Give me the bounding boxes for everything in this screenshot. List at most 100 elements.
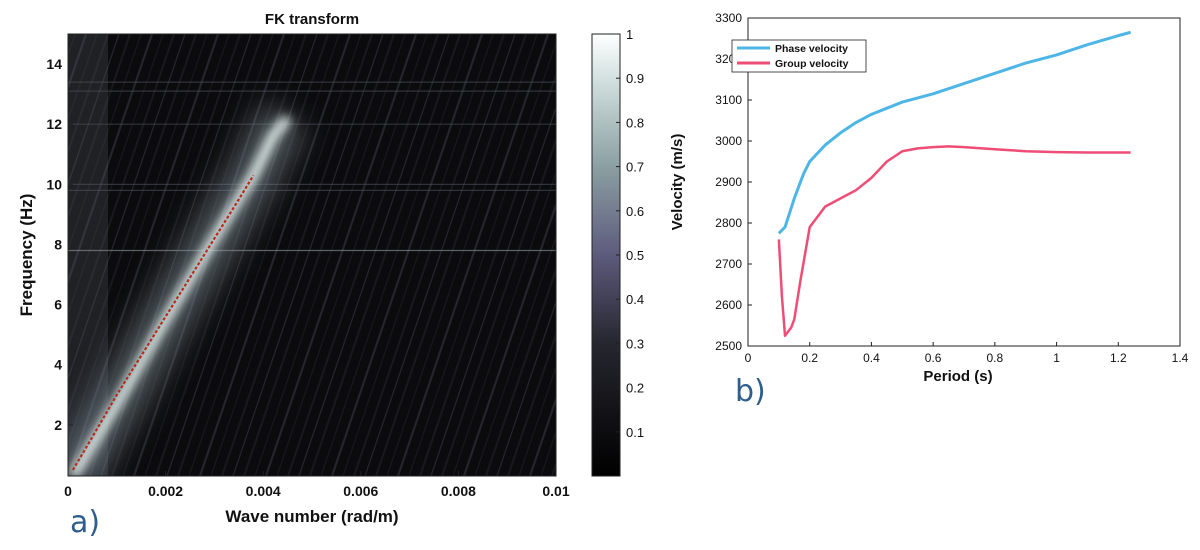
fk-y-tick-label: 6 [54, 297, 62, 313]
colorbar-tick-label: 0.8 [626, 115, 644, 130]
colorbar-tick-label: 0.5 [626, 248, 644, 263]
dispersion-x-axis-label: Period (s) [923, 368, 992, 385]
colorbar-tick-label: 0.6 [626, 204, 644, 219]
fk-y-axis-label: Frequency (Hz) [17, 194, 36, 317]
colorbar-tick-label: 0.9 [626, 71, 644, 86]
fk-colorbar: 0.1 0.2 0.3 0.4 0.5 0.6 0.7 0.8 0.9 1 [591, 27, 644, 477]
fk-texture-stripe [484, 266, 556, 476]
group-velocity-line [777, 145, 1131, 337]
fk-heatmap [0, 34, 556, 476]
fk-x-tick-label: 0.01 [542, 483, 569, 499]
dispersion-x-tick-label: 1.4 [1172, 351, 1189, 365]
dispersion-x-tick-label: 0.6 [925, 351, 942, 365]
fk-texture-stripe [210, 34, 362, 476]
fk-texture-stripe [166, 34, 318, 476]
fk-texture-stripe [68, 34, 142, 252]
legend-group-label: Group velocity [775, 58, 849, 70]
legend-box [731, 39, 867, 73]
fk-y-tick-label: 2 [54, 417, 62, 433]
fk-chart-title: FK transform [265, 11, 359, 28]
fk-texture-stripe [518, 364, 556, 476]
dispersion-x-tick-label: 0.8 [987, 351, 1004, 365]
fk-texture-stripe [68, 34, 110, 156]
fk-x-axis-label: Wave number (rad/m) [225, 507, 398, 526]
fk-y-tick-label: 14 [46, 56, 62, 72]
fk-texture-stripe [188, 34, 340, 476]
dispersion-y-tick-label: 3000 [715, 134, 742, 148]
dispersion-plot-area [748, 18, 1180, 346]
fk-texture-stripe [68, 34, 164, 316]
fk-texture-stripe [254, 34, 406, 476]
fk-texture-stripe [418, 71, 556, 476]
dispersion-y-tick-label: 2900 [715, 175, 742, 189]
fk-texture-stripe [232, 34, 384, 476]
dispersion-y-tick-label: 3300 [715, 11, 742, 25]
colorbar-tick-label: 0.4 [626, 292, 644, 307]
dispersion-y-axis-label: Velocity (m/s) [669, 134, 686, 231]
phase-velocity-line [777, 30, 1132, 235]
dispersion-y-tick-label: 2700 [715, 257, 742, 271]
fk-texture-stripe [474, 235, 556, 476]
fk-chart: FK transform 0 0.002 0.004 0.006 0.008 0.01 2… [0, 11, 570, 540]
fk-texture-stripe [264, 34, 418, 476]
fk-texture-stripe [220, 34, 374, 476]
fk-y-tick-label: 8 [54, 236, 62, 252]
fk-texture-stripe [68, 34, 132, 221]
colorbar-tick-label: 0.2 [626, 381, 644, 396]
fk-texture-stripe [462, 201, 556, 476]
fk-texture-stripe [68, 34, 120, 187]
fk-x-tick-label: 0.002 [148, 483, 183, 499]
fk-texture-stripe [364, 34, 516, 476]
fk-x-axis: 0 0.002 0.004 0.006 0.008 0.01 [64, 471, 570, 499]
fk-texture-stripe [330, 34, 484, 476]
dispersion-y-tick-label: 2500 [715, 339, 742, 353]
fk-texture-stripe [396, 34, 550, 476]
panel-b-label: b) [735, 374, 766, 409]
fk-y-axis: 2 4 6 8 10 12 14 [46, 56, 73, 433]
fk-texture-stripe [374, 34, 528, 476]
dispersion-x-tick-label: 0 [745, 351, 752, 365]
fk-x-tick-label: 0.006 [343, 483, 378, 499]
colorbar-ticks: 0.1 0.2 0.3 0.4 0.5 0.6 0.7 0.8 0.9 1 [616, 27, 644, 440]
fk-x-tick-label: 0.008 [441, 483, 476, 499]
fk-texture-stripe [68, 34, 176, 350]
fk-x-tick-label: 0.004 [246, 483, 281, 499]
fk-texture-stripe [0, 34, 9, 476]
panel-a-label: a) [70, 505, 100, 540]
fk-texture-stripe [386, 34, 538, 476]
colorbar-tick-label: 1 [626, 27, 633, 42]
fk-texture-stripe [320, 34, 472, 476]
fk-texture-stripe [68, 34, 198, 415]
fk-texture-stripe [276, 34, 428, 476]
fk-y-tick-label: 10 [46, 176, 62, 192]
fk-texture-stripe [68, 34, 154, 285]
fk-texture-stripe [440, 136, 556, 476]
fk-texture-stripe [430, 105, 556, 476]
fk-x-tick-label: 0 [64, 483, 72, 499]
colorbar-tick-label: 0.7 [626, 160, 644, 175]
dispersion-x-tick-label: 0.4 [863, 351, 880, 365]
fk-texture-stripe [298, 34, 450, 476]
fk-texture-stripe [176, 34, 330, 476]
fk-texture-stripe [68, 34, 76, 57]
dispersion-x-tick-label: 1.2 [1110, 351, 1127, 365]
fk-texture-stripe [506, 331, 556, 476]
fk-y-tick-label: 4 [54, 357, 62, 373]
colorbar-gradient [591, 33, 621, 477]
fk-texture-stripe [308, 34, 462, 476]
dispersion-y-tick-label: 2600 [715, 298, 742, 312]
fk-texture-stripe [452, 170, 556, 476]
fk-texture-stripe [408, 40, 556, 476]
dispersion-chart: 0 0.2 0.4 0.6 0.8 1 1.2 1.4 2500 2600 2700 2800 290… [669, 11, 1189, 409]
fk-texture-stripe [342, 34, 494, 476]
dispersion-legend: Phase velocity Group velocity [731, 39, 867, 73]
dispersion-x-tick-label: 0.2 [801, 351, 818, 365]
fk-picked-dispersion-curve [71, 174, 255, 471]
fk-texture-stripe [352, 34, 506, 476]
dispersion-x-axis: 0 0.2 0.4 0.6 0.8 1 1.2 1.4 [745, 342, 1189, 365]
fk-texture-stripe [68, 34, 98, 122]
fk-y-tick-label: 12 [46, 116, 62, 132]
fk-texture-stripe [68, 34, 186, 381]
